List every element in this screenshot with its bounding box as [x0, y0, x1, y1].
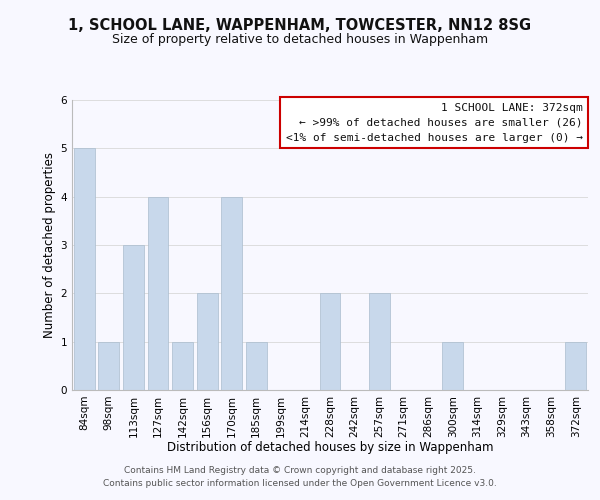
Bar [74, 148, 95, 390]
Text: Size of property relative to detached houses in Wappenham: Size of property relative to detached ho… [112, 33, 488, 46]
Text: Contains HM Land Registry data © Crown copyright and database right 2025.
Contai: Contains HM Land Registry data © Crown c… [103, 466, 497, 487]
Bar [98, 342, 119, 390]
X-axis label: Distribution of detached houses by size in Wappenham: Distribution of detached houses by size … [167, 441, 493, 454]
Bar [320, 294, 340, 390]
Bar [246, 342, 267, 390]
Text: 1, SCHOOL LANE, WAPPENHAM, TOWCESTER, NN12 8SG: 1, SCHOOL LANE, WAPPENHAM, TOWCESTER, NN… [68, 18, 532, 32]
Bar [197, 294, 218, 390]
Y-axis label: Number of detached properties: Number of detached properties [43, 152, 56, 338]
Bar [221, 196, 242, 390]
Bar [123, 245, 144, 390]
Bar [368, 294, 389, 390]
Bar [565, 342, 586, 390]
Bar [172, 342, 193, 390]
Text: 1 SCHOOL LANE: 372sqm
← >99% of detached houses are smaller (26)
<1% of semi-det: 1 SCHOOL LANE: 372sqm ← >99% of detached… [286, 103, 583, 142]
Bar [148, 196, 169, 390]
Bar [442, 342, 463, 390]
